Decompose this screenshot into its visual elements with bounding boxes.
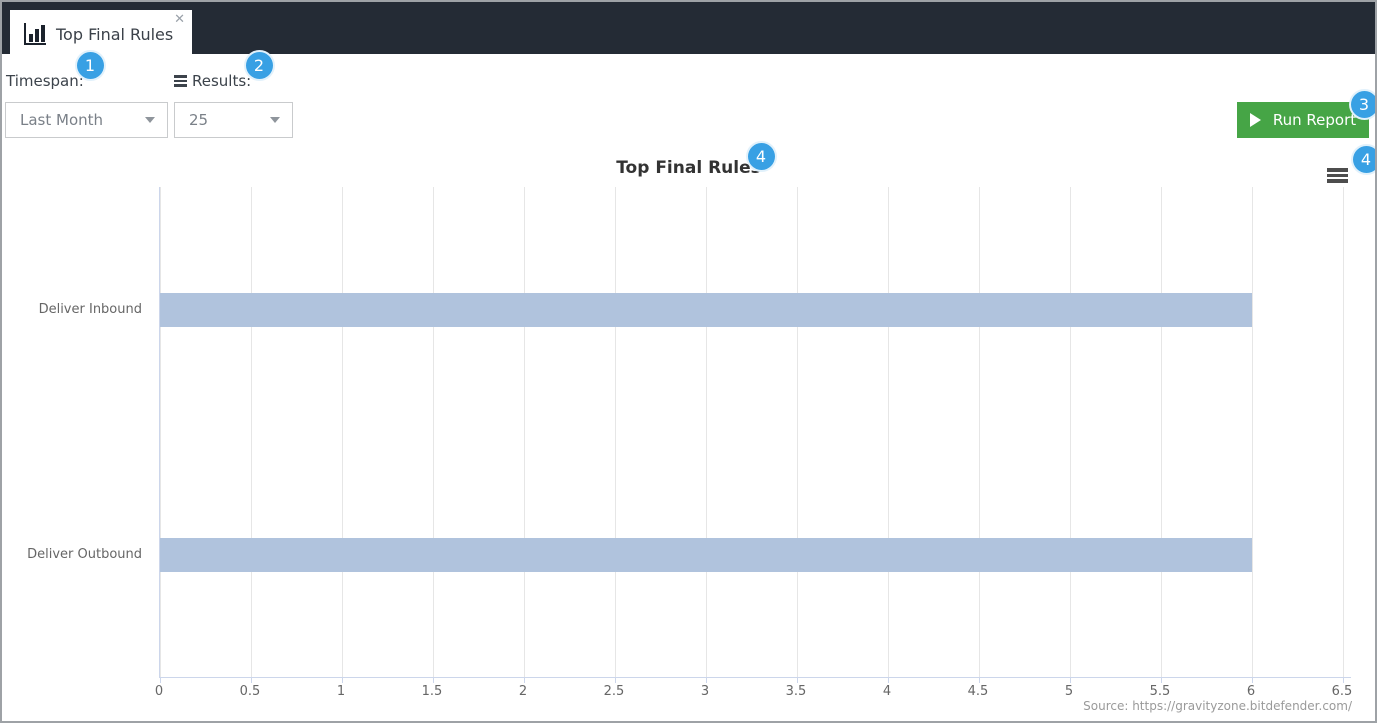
axis-tick: [888, 677, 889, 683]
axis-tick: [342, 677, 343, 683]
gridline: [251, 187, 252, 677]
gridline: [1161, 187, 1162, 677]
gridline: [1070, 187, 1071, 677]
timespan-dropdown-value: Last Month: [20, 111, 104, 129]
gridline: [433, 187, 434, 677]
bar[interactable]: [160, 538, 1252, 572]
gridline: [888, 187, 889, 677]
x-axis-tick-label: 0: [154, 684, 164, 699]
x-axis-tick-label: 5: [1064, 684, 1074, 699]
axis-tick: [1252, 677, 1253, 683]
axis-tick: [160, 677, 161, 683]
results-dropdown-value: 25: [189, 111, 209, 129]
axis-tick: [1161, 677, 1162, 683]
play-icon: [1249, 113, 1261, 127]
chevron-down-icon: [145, 117, 155, 123]
plot-area: [159, 187, 1351, 683]
axis-tick: [615, 677, 616, 683]
x-axis-tick-label: 4: [882, 684, 892, 699]
x-axis-tick-label: 0.5: [239, 684, 261, 699]
x-axis-tick-label: 3.5: [785, 684, 807, 699]
x-axis-tick-label: 3: [700, 684, 710, 699]
timespan-label-text: Timespan:: [6, 72, 84, 90]
axis-tick: [433, 677, 434, 683]
list-lines-icon: [174, 75, 187, 87]
gridline: [1252, 187, 1253, 677]
callout-badge: 1: [74, 49, 106, 81]
gridline: [524, 187, 525, 677]
tab-label: Top Final Rules: [56, 24, 174, 44]
bar[interactable]: [160, 293, 1252, 327]
gridline: [979, 187, 980, 677]
source-credit: Source: https://gravityzone.bitdefender.…: [1083, 699, 1352, 713]
x-axis-tick-label: 2.5: [603, 684, 625, 699]
gridline: [706, 187, 707, 677]
axis-tick: [979, 677, 980, 683]
callout-badge: 4: [1350, 143, 1375, 175]
x-axis-tick-label: 6: [1246, 684, 1256, 699]
tab-top-final-rules[interactable]: Top Final Rules ✕: [10, 10, 192, 58]
value-axis-labels: 0 0.5 1 1.5 2 2.5 3 3.5 4 4.5 5 5.5 6 6.5: [155, 684, 1353, 704]
gridline: [797, 187, 798, 677]
x-axis-tick-label: 1.5: [421, 684, 443, 699]
bar-chart-icon: [24, 23, 46, 45]
axis-tick: [797, 677, 798, 683]
axis-tick: [251, 677, 252, 683]
x-axis-tick-label: 4.5: [967, 684, 989, 699]
x-axis-tick-label: 2: [518, 684, 528, 699]
x-axis-tick-label: 6.5: [1331, 684, 1353, 699]
category-label: Deliver Outbound: [27, 547, 142, 562]
results-label-text: Results:: [192, 72, 252, 90]
chart-title: Top Final Rules: [616, 158, 761, 178]
category-label: Deliver Inbound: [38, 302, 142, 317]
run-report-label: Run Report: [1272, 111, 1357, 129]
callout-badge: 4: [745, 140, 777, 172]
category-axis-labels: Deliver Inbound Deliver Outbound: [2, 187, 142, 677]
callout-badge: 2: [243, 49, 275, 81]
gridline: [342, 187, 343, 677]
run-report-button[interactable]: Run Report: [1237, 102, 1369, 138]
results-dropdown[interactable]: 25: [174, 102, 293, 138]
axis-tick: [524, 677, 525, 683]
timespan-label: Timespan:: [6, 72, 84, 90]
chart-context-menu-icon[interactable]: [1327, 168, 1348, 183]
results-label: Results:: [174, 72, 251, 90]
x-axis-tick-label: 1: [336, 684, 346, 699]
axis-tick: [1343, 677, 1344, 683]
top-header-bar: [2, 2, 1375, 54]
close-icon[interactable]: ✕: [174, 12, 185, 27]
gridline: [160, 187, 161, 677]
axis-tick: [1070, 677, 1071, 683]
timespan-dropdown[interactable]: Last Month: [5, 102, 168, 138]
callout-badge: 3: [1348, 88, 1375, 120]
gridline: [1343, 187, 1344, 677]
axis-tick: [706, 677, 707, 683]
gridline: [615, 187, 616, 677]
x-axis-tick-label: 5.5: [1149, 684, 1171, 699]
chevron-down-icon: [270, 117, 280, 123]
